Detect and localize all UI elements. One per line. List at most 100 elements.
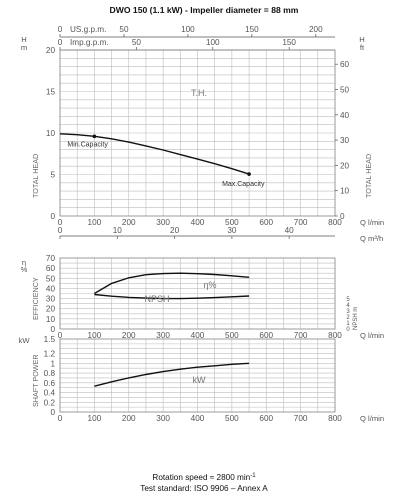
feet-tick-label: 50 (340, 86, 350, 95)
y-tick-label: 10 (46, 315, 56, 324)
power-flow-tick-label: 200 (122, 414, 136, 423)
npsh-curve (94, 293, 250, 300)
m3h-tick-label: 30 (227, 226, 237, 235)
m3h-tick-label: 20 (170, 226, 180, 235)
npsh-axis-unit: NPSH m (353, 307, 359, 330)
head-flow-tick-label: 700 (294, 218, 308, 227)
power-flow-tick-label: 600 (259, 414, 273, 423)
us-gpm-axis-label: US.g.p.m. (70, 25, 106, 34)
efficiency-flow-tick-label: 800 (328, 331, 342, 340)
us-gpm-tick-label: 50 (119, 25, 129, 34)
y-tick-label: 70 (46, 254, 56, 263)
panel-frame (59, 257, 336, 330)
m3h-tick-label: 40 (285, 226, 295, 235)
head-flow-tick-label: 0 (58, 218, 63, 227)
test-standard: Test standard: ISO 9906 – Annex A (140, 484, 268, 493)
power-flow-tick-label: 300 (156, 414, 170, 423)
power-flow-tick-label: 500 (225, 414, 239, 423)
feet-tick-label: 60 (340, 60, 350, 69)
efficiency-flow-tick-label: 100 (88, 331, 102, 340)
npsh-tick-label: 1 (346, 321, 350, 327)
min-capacity-label: Min.Capacity (67, 141, 108, 148)
imp-gpm-tick-label: 100 (206, 38, 220, 47)
head-flow-tick-label: 300 (156, 218, 170, 227)
feet-tick-label: 0 (340, 212, 345, 221)
efficiency-flow-unit: Q l/min (360, 331, 384, 340)
power-curve-label: kW (193, 375, 207, 385)
efficiency-flow-tick-label: 700 (294, 331, 308, 340)
imp-gpm-axis-label: Imp.g.p.m. (70, 38, 109, 47)
imp-gpm-tick-label: 0 (58, 38, 63, 47)
efficiency-unit-top: η (22, 258, 26, 267)
npsh-tick-label: 2 (346, 315, 350, 321)
curve-layer (59, 133, 251, 387)
feet-tick-label: 10 (340, 187, 350, 196)
efficiency-flow-tick-label: 0 (58, 331, 63, 340)
head-flow-tick-label: 500 (225, 218, 239, 227)
us-gpm-tick-label: 200 (309, 25, 323, 34)
head-flow-tick-label: 800 (328, 218, 342, 227)
y-tick-label: 20 (46, 46, 56, 55)
shaft-power-curve (94, 362, 250, 387)
npsh-tick-label: 0 (346, 327, 350, 333)
npsh-curve-label: NPSH (144, 294, 169, 304)
m3h-unit: Q m³/h (360, 234, 383, 243)
m3h-tick-label: 0 (58, 226, 63, 235)
imp-gpm-tick-label: 150 (282, 38, 296, 47)
y-tick-label: 0.8 (44, 369, 56, 378)
total-head-curve (59, 133, 250, 175)
chart-title: DWO 150 (1.1 kW) - Impeller diameter = 8… (110, 5, 299, 15)
y-tick-label: 1.2 (44, 350, 56, 359)
efficiency-flow-tick-label: 200 (122, 331, 136, 340)
efficiency-flow-tick-label: 600 (259, 331, 273, 340)
m3h-tick-label: 10 (113, 226, 123, 235)
power-flow-tick-label: 700 (294, 414, 308, 423)
y-tick-label: 30 (46, 295, 56, 304)
npsh-tick-label: 3 (346, 309, 350, 315)
rotation-speed-text: Rotation speed ≈ 2800 min (152, 473, 250, 482)
y-tick-label: 5 (50, 171, 55, 180)
feet-tick-label: 30 (340, 136, 350, 145)
rotation-speed-exponent: -1 (250, 473, 256, 479)
npsh-tick-label: 4 (346, 303, 350, 309)
max-capacity-label: Max.Capacity (222, 181, 265, 188)
y-tick-label: 50 (46, 274, 56, 283)
us-gpm-tick-label: 100 (181, 25, 195, 34)
head-unit-top: H (21, 35, 26, 44)
efficiency-flow-tick-label: 500 (225, 331, 239, 340)
y-tick-label: 60 (46, 264, 56, 273)
power-axis-title: SHAFT POWER (31, 354, 40, 407)
y-tick-label: 1.5 (44, 335, 56, 344)
panel-frame (59, 49, 336, 217)
y-tick-label: 40 (46, 284, 56, 293)
panel-frame (59, 338, 336, 413)
power-unit: kW (19, 336, 31, 345)
y-tick-label: 10 (46, 129, 56, 138)
y-tick-label: 20 (46, 305, 56, 314)
head-flow-tick-label: 400 (191, 218, 205, 227)
head-flow-unit: Q l/min (360, 218, 384, 227)
efficiency-axis-title: EFFICIENCY (31, 277, 40, 320)
y-tick-label: 0.6 (44, 379, 56, 388)
efficiency-curve (94, 272, 250, 295)
efficiency-unit-bottom: % (21, 265, 28, 274)
power-flow-tick-label: 100 (88, 414, 102, 423)
power-flow-tick-label: 400 (191, 414, 205, 423)
us-gpm-tick-label: 150 (245, 25, 259, 34)
max-capacity-marker (247, 172, 251, 176)
grid-layer (59, 49, 336, 413)
min-capacity-marker (92, 134, 97, 139)
efficiency-curve-label: η% (203, 280, 216, 290)
efficiency-flow-tick-label: 400 (191, 331, 205, 340)
y-tick-label: 0 (50, 325, 55, 334)
rotation-speed: Rotation speed ≈ 2800 min-1 (152, 473, 256, 482)
head-flow-tick-label: 600 (259, 218, 273, 227)
power-flow-unit: Q l/min (360, 414, 384, 423)
power-flow-tick-label: 0 (58, 414, 63, 423)
y-tick-label: 0.4 (44, 389, 56, 398)
frame-layer (59, 34, 338, 413)
head-axis-title: TOTAL HEAD (31, 154, 40, 198)
efficiency-flow-tick-label: 300 (156, 331, 170, 340)
